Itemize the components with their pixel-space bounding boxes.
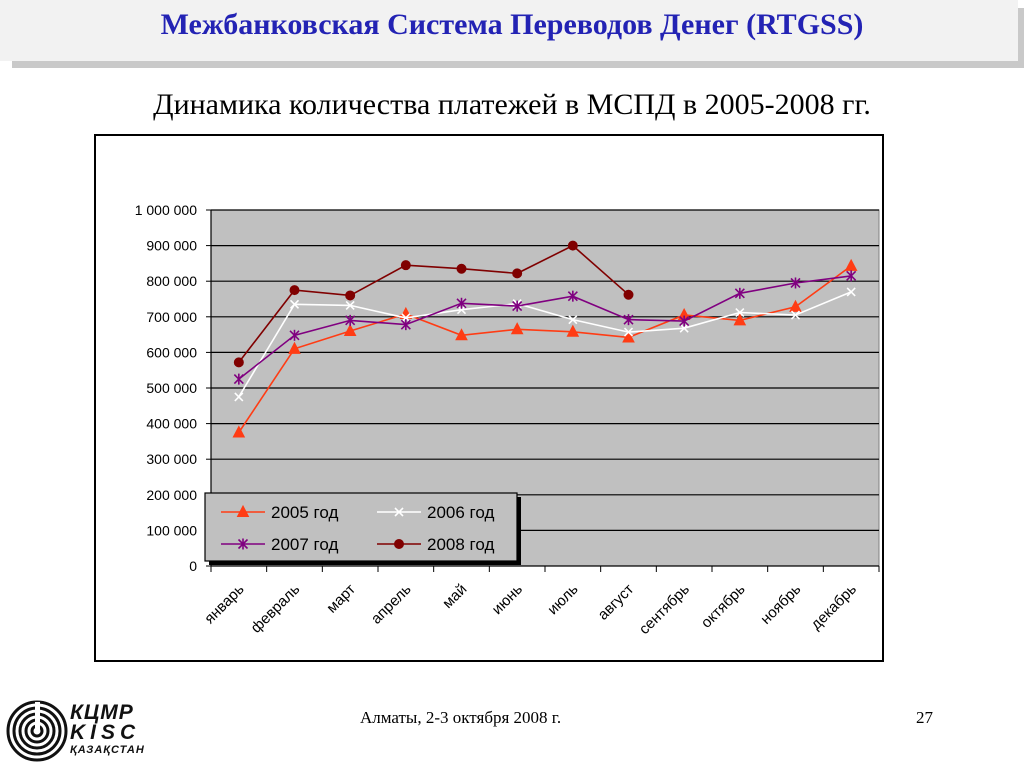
marker-stroke bbox=[568, 315, 578, 325]
data-point bbox=[567, 240, 578, 251]
data-point bbox=[733, 313, 747, 326]
series-line bbox=[238, 275, 852, 380]
marker-stroke bbox=[790, 310, 801, 320]
series-lines bbox=[232, 240, 858, 438]
data-point bbox=[456, 263, 467, 274]
data-point bbox=[735, 307, 745, 318]
series-3 bbox=[233, 270, 857, 385]
data-point bbox=[343, 323, 357, 337]
data-point bbox=[401, 313, 411, 323]
y-tick-label: 1 000 000 bbox=[135, 202, 197, 218]
y-tick-labels: 0 100 000 200 000 300 000 400 000 500 000 600 … bbox=[135, 202, 198, 574]
data-point bbox=[789, 299, 802, 312]
data-point bbox=[622, 330, 635, 343]
data-point bbox=[734, 287, 745, 299]
logo-line-1: КЦМР bbox=[70, 701, 134, 724]
logo-line-3: ҚАЗАҚСТАН bbox=[70, 744, 145, 756]
data-point bbox=[510, 322, 524, 335]
y-tick-label: 0 bbox=[189, 558, 197, 574]
data-point bbox=[234, 392, 244, 402]
series-2 bbox=[234, 287, 856, 402]
data-point bbox=[679, 315, 690, 327]
marker-stroke bbox=[623, 327, 634, 337]
legend-item: 2006 год bbox=[377, 503, 494, 522]
data-point bbox=[455, 328, 468, 341]
y-tick-label: 900 000 bbox=[146, 238, 197, 254]
data-point bbox=[456, 297, 467, 309]
data-point bbox=[345, 314, 356, 326]
data-point bbox=[289, 299, 300, 309]
marker-stroke bbox=[289, 299, 300, 309]
data-point bbox=[623, 289, 634, 300]
data-point bbox=[568, 315, 578, 325]
legend-marker bbox=[237, 538, 249, 550]
data-point bbox=[846, 270, 857, 282]
y-tick-label: 600 000 bbox=[146, 344, 197, 360]
data-point bbox=[512, 268, 523, 279]
legend-box bbox=[204, 492, 518, 562]
legend-item: 2005 год bbox=[221, 503, 338, 522]
data-point bbox=[846, 287, 856, 297]
data-point bbox=[790, 277, 801, 289]
y-tick-label: 700 000 bbox=[146, 309, 197, 325]
legend-marker bbox=[236, 504, 250, 517]
marker-stroke bbox=[735, 307, 745, 318]
marker-stroke bbox=[401, 313, 411, 323]
y-tick-label: 300 000 bbox=[146, 451, 197, 467]
logo-text: КЦМР KISC ҚАЗАҚСТАН bbox=[70, 702, 160, 756]
y-tick-label: 500 000 bbox=[146, 380, 197, 396]
data-point bbox=[232, 425, 246, 438]
legend-label: 2007 год bbox=[271, 535, 338, 554]
data-point bbox=[233, 357, 244, 368]
marker-stroke bbox=[679, 323, 689, 333]
series-4 bbox=[233, 240, 634, 368]
y-tick-label: 800 000 bbox=[146, 273, 197, 289]
y-tick-label: 100 000 bbox=[146, 522, 197, 538]
y-tick-label: 200 000 bbox=[146, 487, 197, 503]
legend-label: 2006 год bbox=[427, 503, 494, 522]
data-point bbox=[289, 329, 300, 341]
logo-line-2: KISC bbox=[70, 721, 141, 744]
header-bar bbox=[0, 0, 1018, 61]
data-point bbox=[790, 310, 801, 320]
legend-marker bbox=[394, 539, 404, 549]
data-point bbox=[289, 285, 300, 296]
slide-title: Межбанковская Система Переводов Денег (R… bbox=[160, 8, 864, 41]
legend-item: 2008 год bbox=[377, 535, 494, 554]
series-1 bbox=[232, 258, 858, 438]
legend: 2005 год 2006 год 2007 год 2008 год bbox=[204, 492, 521, 565]
data-point bbox=[400, 260, 411, 271]
data-point bbox=[679, 323, 689, 333]
footer-location-date: Алматы, 2-3 октября 2008 г. bbox=[360, 708, 562, 727]
legend-label: 2008 год bbox=[427, 535, 494, 554]
data-point bbox=[623, 314, 634, 326]
legend-marker bbox=[394, 507, 404, 517]
marker-stroke bbox=[345, 300, 355, 310]
series-line bbox=[238, 265, 852, 433]
axes bbox=[206, 209, 880, 572]
data-point bbox=[567, 290, 578, 302]
y-tick-label: 400 000 bbox=[146, 416, 197, 432]
legend-item: 2007 год bbox=[221, 535, 338, 554]
data-point bbox=[288, 341, 301, 354]
page-number: 27 bbox=[916, 708, 933, 727]
data-point bbox=[400, 319, 411, 331]
marker-stroke bbox=[234, 392, 244, 402]
spiral-emblem-icon bbox=[6, 700, 68, 762]
series-line bbox=[238, 291, 852, 398]
series-line bbox=[238, 244, 630, 363]
data-point bbox=[345, 290, 356, 301]
data-point bbox=[345, 300, 355, 310]
data-point bbox=[512, 300, 523, 312]
legend-label: 2005 год bbox=[271, 503, 338, 522]
chart-subtitle: Динамика количества платежей в МСПД в 20… bbox=[153, 88, 871, 121]
marker-stroke bbox=[846, 287, 856, 297]
marker-stroke bbox=[394, 507, 404, 517]
data-point bbox=[233, 373, 244, 385]
data-point bbox=[623, 327, 634, 337]
data-point bbox=[566, 324, 580, 337]
